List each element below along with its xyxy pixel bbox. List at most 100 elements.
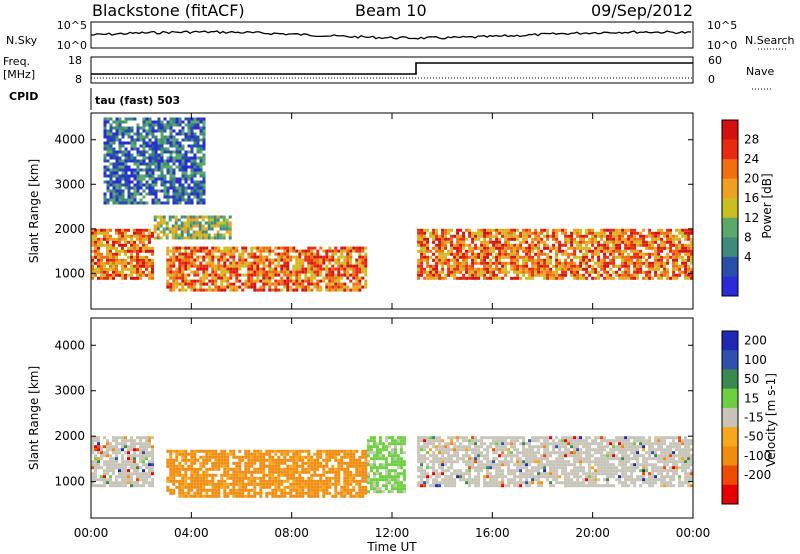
heatmap-cell	[393, 445, 397, 449]
heatmap-cell	[280, 488, 284, 492]
heatmap-cell	[483, 243, 487, 247]
heatmap-cell	[174, 224, 178, 228]
heatmap-cell	[159, 224, 163, 228]
heatmap-cell	[166, 180, 170, 184]
heatmap-cell	[343, 288, 347, 292]
heatmap-cell	[474, 246, 478, 250]
heatmap-cell	[603, 276, 607, 280]
heatmap-cell	[115, 439, 118, 443]
heatmap-cell	[474, 445, 478, 449]
heatmap-cell	[247, 264, 251, 268]
heatmap-cell	[178, 153, 182, 157]
heatmap-cell	[253, 476, 257, 480]
heatmap-cell	[492, 475, 496, 479]
heatmap-cell	[112, 261, 115, 265]
heatmap-cell	[295, 273, 299, 277]
heatmap-cell	[441, 454, 445, 458]
heatmap-cell	[169, 261, 173, 265]
heatmap-cell	[642, 228, 646, 232]
heatmap-cell	[217, 273, 221, 277]
heatmap-cell	[346, 452, 350, 456]
heatmap-cell	[630, 255, 634, 259]
heatmap-cell	[157, 168, 161, 172]
heatmap-cell	[450, 439, 454, 443]
heatmap-cell	[172, 129, 176, 133]
heatmap-cell	[561, 267, 565, 271]
heatmap-cell	[133, 228, 136, 232]
heatmap-cell	[172, 171, 176, 175]
heatmap-cell	[136, 150, 140, 154]
heatmap-cell	[127, 246, 130, 250]
heatmap-cell	[145, 144, 149, 148]
heatmap-cell	[546, 234, 550, 238]
heatmap-cell	[477, 448, 481, 452]
heatmap-cell	[495, 267, 499, 271]
heatmap-cell	[678, 231, 682, 235]
heatmap-cell	[192, 233, 196, 237]
heatmap-cell	[633, 255, 637, 259]
heatmap-cell	[178, 491, 182, 495]
heatmap-cell	[106, 228, 109, 232]
heatmap-cell	[462, 454, 466, 458]
heatmap-cell	[172, 258, 176, 262]
heatmap-cell	[322, 249, 326, 253]
heatmap-cell	[172, 285, 176, 289]
heatmap-cell	[546, 264, 550, 268]
heatmap-cell	[115, 132, 119, 136]
heatmap-cell	[558, 243, 562, 247]
heatmap-cell	[681, 234, 685, 238]
heatmap-cell	[115, 117, 119, 121]
heatmap-cell	[378, 475, 382, 479]
heatmap-cell	[187, 177, 191, 181]
heatmap-cell	[199, 180, 203, 184]
heatmap-cell	[672, 252, 676, 256]
heatmap-cell	[570, 246, 574, 250]
heatmap-cell	[489, 478, 493, 482]
heatmap-cell	[624, 264, 628, 268]
heatmap-cell	[193, 159, 197, 163]
heatmap-cell	[369, 466, 373, 470]
heatmap-cell	[361, 479, 365, 483]
heatmap-cell	[298, 482, 302, 486]
heatmap-cell	[343, 267, 347, 271]
heatmap-cell	[187, 485, 191, 489]
heatmap-cell	[304, 491, 308, 495]
heatmap-cell	[205, 252, 209, 256]
heatmap-cell	[319, 455, 323, 459]
heatmap-cell	[462, 261, 466, 265]
heatmap-cell	[663, 264, 667, 268]
heatmap-cell	[525, 228, 529, 232]
heatmap-cell	[195, 224, 199, 228]
heatmap-cell	[543, 234, 547, 238]
heatmap-cell	[331, 273, 335, 277]
heatmap-cell	[247, 476, 251, 480]
heatmap-cell	[217, 261, 221, 265]
heatmap-cell	[235, 288, 239, 292]
heatmap-cell	[91, 231, 94, 235]
heatmap-cell	[474, 258, 478, 262]
heatmap-cell	[564, 264, 568, 268]
heatmap-cell	[358, 270, 362, 274]
heatmap-cell	[216, 215, 220, 219]
heatmap-cell	[156, 236, 160, 240]
heatmap-cell	[145, 436, 148, 440]
heatmap-cell	[489, 436, 493, 440]
heatmap-cell	[121, 258, 124, 262]
heatmap-cell	[130, 478, 133, 482]
heatmap-cell	[115, 270, 118, 274]
heatmap-cell	[112, 472, 115, 476]
heatmap-cell	[289, 249, 293, 253]
heatmap-cell	[253, 482, 257, 486]
heatmap-cell	[304, 479, 308, 483]
heatmap-cell	[130, 255, 133, 259]
heatmap-cell	[325, 267, 329, 271]
heatmap-cell	[337, 258, 341, 262]
heatmap-cell	[486, 240, 490, 244]
heatmap-cell	[151, 153, 155, 157]
heatmap-cell	[214, 452, 218, 456]
heatmap-cell	[462, 258, 466, 262]
heatmap-cell	[115, 457, 118, 461]
heatmap-cell	[172, 461, 176, 465]
heatmap-cell	[387, 442, 391, 446]
heatmap-cell	[468, 273, 472, 277]
